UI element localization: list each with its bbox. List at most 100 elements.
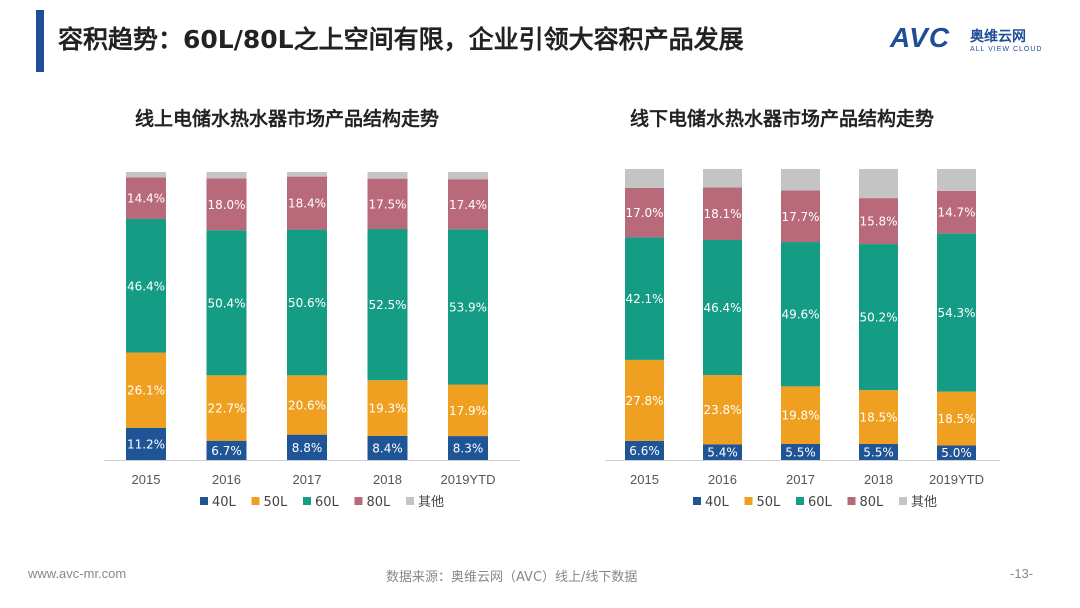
bar-segment-50L-2019YTD bbox=[448, 384, 488, 437]
bar-segment-50L-2018 bbox=[367, 380, 408, 436]
data-label: 18.5% bbox=[859, 411, 897, 425]
data-label: 6.7% bbox=[211, 444, 242, 458]
data-label: 5.5% bbox=[863, 445, 894, 459]
bar-segment-80L-2019YTD bbox=[448, 179, 488, 230]
bar-segment-50L-2016 bbox=[703, 375, 742, 445]
footer-page-number: -13- bbox=[1010, 566, 1034, 581]
bar-segment-60L-2017 bbox=[287, 229, 327, 376]
legend-label-40L: 40L bbox=[705, 495, 730, 510]
data-label: 46.4% bbox=[127, 279, 165, 293]
bar-segment-40L-2019YTD bbox=[937, 445, 976, 460]
legend-swatch-60L bbox=[303, 497, 311, 505]
bar-segment-50L-2016 bbox=[206, 375, 247, 441]
legend-label-40L: 40L bbox=[212, 495, 237, 510]
bar-segment-40L-2016 bbox=[206, 440, 247, 460]
bar-segment-40L-2018 bbox=[367, 435, 408, 460]
data-label: 22.7% bbox=[207, 402, 245, 416]
data-label: 17.0% bbox=[625, 206, 663, 220]
legend-label-其他: 其他 bbox=[911, 495, 937, 510]
x-tick-label: 2019YTD bbox=[441, 472, 496, 487]
legend-swatch-40L bbox=[200, 497, 208, 505]
data-label: 5.0% bbox=[941, 446, 972, 460]
logo-main-text: AVC bbox=[890, 22, 951, 53]
footer-source: 数据来源：奥维云网（AVC）线上/线下数据 bbox=[386, 570, 638, 585]
bar-segment-50L-2017 bbox=[781, 386, 820, 444]
bar-segment-40L-2018 bbox=[859, 443, 898, 460]
bar-segment-50L-2015 bbox=[625, 359, 664, 441]
bar-segment-50L-2019YTD bbox=[937, 391, 976, 446]
data-label: 18.5% bbox=[937, 412, 975, 426]
avc-logo: AVC 奥维云网 ALL VIEW CLOUD bbox=[890, 22, 1060, 64]
bar-segment-其他-2017 bbox=[781, 169, 820, 191]
legend-swatch-60L bbox=[796, 497, 804, 505]
bar-segment-其他-2015 bbox=[126, 172, 166, 178]
bar-segment-40L-2017 bbox=[287, 434, 327, 460]
data-label: 20.6% bbox=[288, 398, 326, 412]
bar-segment-60L-2017 bbox=[781, 242, 820, 387]
data-label: 49.6% bbox=[781, 308, 819, 322]
legend-label-60L: 60L bbox=[315, 495, 340, 510]
bar-segment-80L-2019YTD bbox=[937, 190, 976, 234]
page-title: 容积趋势：60L/80L之上空间有限，企业引领大容积产品发展 bbox=[58, 25, 744, 54]
x-tick-label: 2015 bbox=[132, 472, 161, 487]
legend-swatch-其他 bbox=[899, 497, 907, 505]
legend-swatch-80L bbox=[354, 497, 363, 505]
data-label: 46.4% bbox=[703, 301, 741, 315]
legend-label-80L: 80L bbox=[860, 495, 885, 510]
legend-label-50L: 50L bbox=[757, 495, 782, 510]
bar-segment-60L-2018 bbox=[367, 229, 408, 381]
chart-title-offline: 线下电储水热水器市场产品结构走势 bbox=[630, 108, 935, 130]
data-label: 27.8% bbox=[625, 394, 663, 408]
bar-segment-50L-2017 bbox=[287, 375, 327, 435]
logo-en-text: ALL VIEW CLOUD bbox=[970, 46, 1043, 53]
data-label: 8.8% bbox=[292, 441, 323, 455]
data-label: 54.3% bbox=[937, 306, 975, 320]
bar-segment-60L-2016 bbox=[703, 240, 742, 376]
bar-segment-40L-2015 bbox=[126, 427, 166, 460]
bar-segment-其他-2018 bbox=[859, 169, 898, 199]
footer-website: www.avc-mr.com bbox=[28, 566, 127, 581]
data-label: 26.1% bbox=[127, 384, 165, 398]
bar-segment-80L-2015 bbox=[126, 177, 166, 219]
data-label: 18.1% bbox=[703, 207, 741, 221]
x-tick-label: 2018 bbox=[864, 472, 893, 487]
data-label: 14.4% bbox=[127, 192, 165, 206]
data-label: 42.1% bbox=[625, 292, 663, 306]
x-tick-label: 2016 bbox=[708, 472, 737, 487]
data-label: 50.4% bbox=[207, 296, 245, 310]
bar-segment-80L-2016 bbox=[206, 178, 247, 231]
bar-segment-其他-2017 bbox=[287, 172, 327, 177]
data-label: 6.6% bbox=[629, 444, 660, 458]
data-label: 50.6% bbox=[288, 296, 326, 310]
bar-segment-其他-2016 bbox=[206, 172, 247, 179]
bar-segment-60L-2019YTD bbox=[448, 229, 488, 385]
data-label: 18.0% bbox=[207, 198, 245, 212]
bar-segment-40L-2016 bbox=[703, 444, 742, 460]
bar-segment-60L-2015 bbox=[126, 218, 166, 353]
bar-segment-60L-2016 bbox=[206, 230, 247, 376]
data-label: 17.9% bbox=[449, 404, 487, 418]
legend-label-60L: 60L bbox=[808, 495, 833, 510]
x-tick-label: 2016 bbox=[212, 472, 241, 487]
bar-segment-其他-2018 bbox=[367, 172, 408, 179]
x-tick-label: 2019YTD bbox=[929, 472, 984, 487]
chart-title-online: 线上电储水热水器市场产品结构走势 bbox=[135, 108, 440, 130]
bar-segment-其他-2016 bbox=[703, 169, 742, 188]
x-tick-label: 2018 bbox=[373, 472, 402, 487]
legend-label-50L: 50L bbox=[264, 495, 289, 510]
bar-segment-60L-2015 bbox=[625, 237, 664, 360]
legend-label-80L: 80L bbox=[367, 495, 392, 510]
bar-segment-80L-2017 bbox=[781, 190, 820, 243]
bar-segment-80L-2015 bbox=[625, 187, 664, 238]
data-label: 5.4% bbox=[707, 446, 738, 460]
data-label: 52.5% bbox=[368, 298, 406, 312]
bar-segment-40L-2017 bbox=[781, 443, 820, 460]
legend-swatch-80L bbox=[847, 497, 856, 505]
legend-swatch-40L bbox=[693, 497, 701, 505]
title-accent-bar bbox=[36, 10, 44, 72]
data-label: 11.2% bbox=[127, 437, 165, 451]
bar-segment-其他-2015 bbox=[625, 169, 664, 188]
bar-segment-60L-2018 bbox=[859, 244, 898, 391]
data-label: 8.3% bbox=[453, 442, 484, 456]
